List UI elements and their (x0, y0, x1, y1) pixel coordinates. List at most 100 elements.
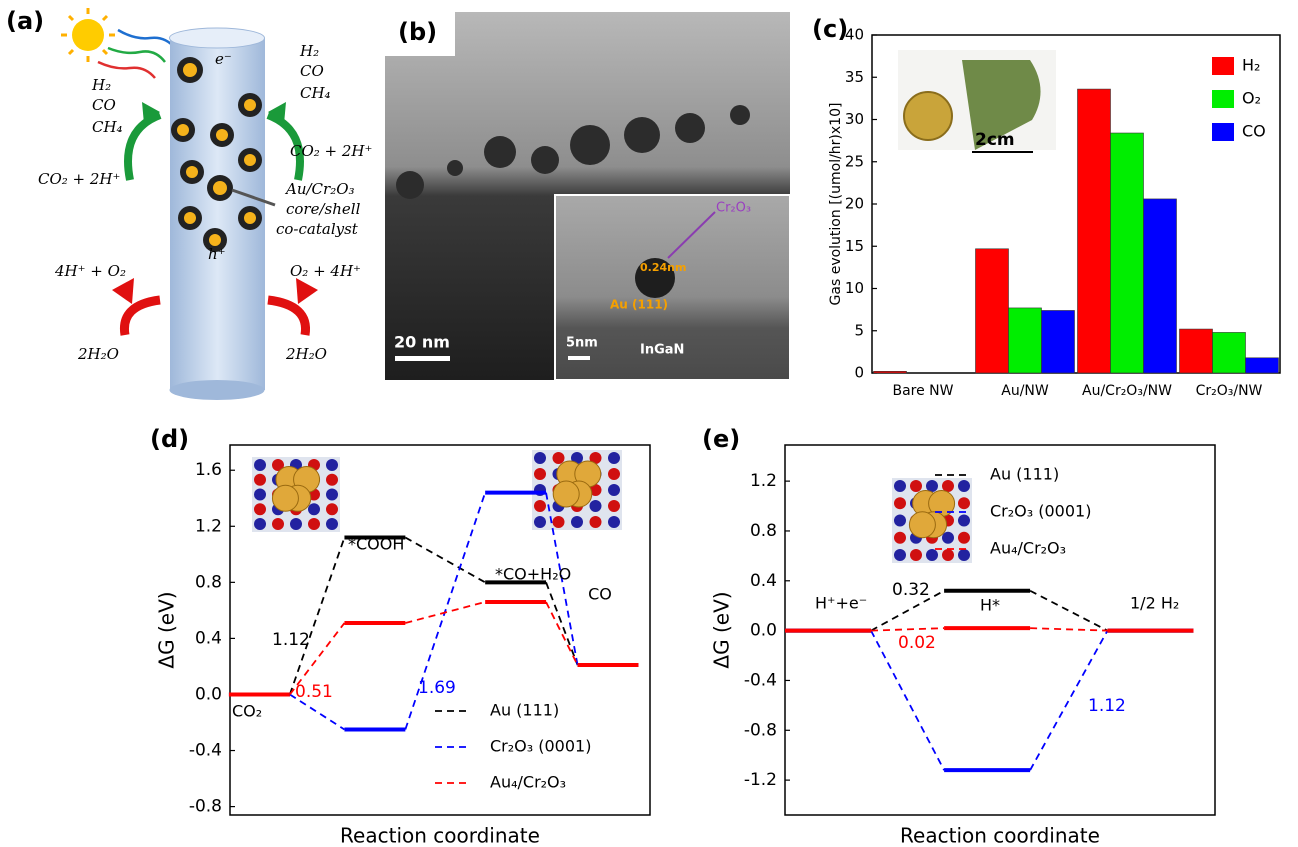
panel-label: (c) (812, 15, 848, 43)
atom (272, 518, 284, 530)
atom (910, 480, 922, 492)
bar (1179, 328, 1213, 374)
atom (326, 518, 338, 530)
atom (534, 516, 546, 528)
reactant: CO₂ + 2H⁺ (290, 142, 372, 160)
bar (1245, 357, 1279, 374)
legend-swatch (1212, 123, 1234, 141)
y-tick-label: 40 (845, 26, 864, 44)
atom (942, 480, 954, 492)
atom (326, 503, 338, 516)
annotation: 0.32 (892, 580, 930, 600)
bar (1143, 198, 1177, 374)
atom (608, 500, 620, 512)
x-tick-label: Cr₂O₃/NW (1196, 383, 1263, 399)
arrow (119, 295, 161, 336)
y-axis-label: ΔG (eV) (710, 591, 734, 668)
atom (326, 459, 338, 471)
y-tick-label: 1.2 (195, 516, 222, 536)
arrow (267, 295, 311, 336)
y-axis-label: ΔG (eV) (155, 591, 179, 668)
connector (404, 536, 486, 584)
sun (72, 19, 104, 51)
panel-label: (d) (150, 425, 189, 453)
arrow (124, 111, 162, 181)
arrow-head (142, 102, 160, 124)
atom (534, 452, 546, 464)
annotation: 1.69 (418, 678, 456, 698)
gold-atom (908, 511, 936, 539)
legend-swatch (1212, 57, 1234, 75)
reactant: CO₂ + 2H⁺ (38, 170, 120, 188)
scale-bar (395, 356, 450, 361)
gold-atom (552, 480, 580, 508)
atom (308, 503, 320, 516)
atom (958, 480, 970, 492)
atom (910, 549, 922, 561)
pointer (231, 188, 276, 207)
y-tick-label: 0.0 (195, 684, 222, 704)
connector (870, 627, 945, 632)
water: 2H₂O (77, 345, 119, 363)
y-axis-label: Gas evolution [(umol/hr)x10] (828, 103, 844, 306)
atom (254, 459, 266, 471)
product: CH₄ (300, 84, 331, 102)
connector (288, 537, 346, 695)
atom (571, 516, 583, 528)
nanowire-top (169, 27, 265, 49)
scale-label: 20 nm (394, 333, 450, 352)
atom (608, 484, 620, 496)
atom (894, 514, 906, 527)
panel-label: (a) (6, 7, 44, 35)
atom (272, 459, 284, 471)
y-tick-label: 0 (854, 364, 864, 382)
connector (1029, 630, 1109, 771)
atom (608, 468, 620, 480)
inset-label: 2cm (975, 130, 1015, 150)
atom (552, 452, 565, 464)
oxidation: 4H⁺ + O₂ (54, 262, 126, 280)
connector (545, 492, 579, 666)
arrow-head (112, 278, 134, 304)
product: H₂ (91, 76, 111, 94)
bar (1110, 132, 1144, 374)
atom (942, 531, 954, 544)
oxidation: O₂ + 4H⁺ (290, 262, 361, 280)
y-tick-label: -0.8 (189, 797, 222, 817)
atom (326, 488, 338, 501)
y-tick-label: 15 (845, 237, 864, 255)
atom (534, 468, 546, 480)
catalyst-label: co-catalyst (276, 220, 359, 238)
coin (903, 91, 953, 141)
y-tick-label: 0.0 (750, 621, 777, 641)
particles (171, 57, 262, 252)
pointer (667, 211, 716, 259)
atom (254, 503, 266, 516)
bar (1077, 88, 1111, 374)
connector (1030, 627, 1108, 632)
bar (1212, 332, 1246, 374)
legend-label: Au (111) (990, 465, 1059, 484)
wafer (962, 60, 1041, 150)
y-tick-label: 35 (845, 68, 864, 86)
light-rays (97, 28, 176, 79)
panel-label: (b) (398, 18, 437, 46)
atom (589, 452, 602, 464)
y-tick-label: 1.2 (750, 471, 777, 491)
y-tick-label: 0.4 (750, 571, 777, 591)
catalyst-label: core/shell (286, 200, 361, 218)
connector (545, 582, 579, 666)
atom (552, 516, 565, 528)
y-tick-label: -0.4 (189, 741, 222, 761)
arrow-head (296, 278, 318, 304)
annotation: 0.51 (295, 682, 333, 702)
arrow (266, 111, 304, 181)
state-label: H* (980, 596, 1000, 615)
bar (1008, 307, 1042, 374)
scale-label: 5nm (566, 336, 598, 351)
atom (290, 518, 302, 530)
atom (958, 549, 970, 561)
atom (308, 518, 320, 530)
legend-label: Au₄/Cr₂O₃ (490, 773, 566, 792)
